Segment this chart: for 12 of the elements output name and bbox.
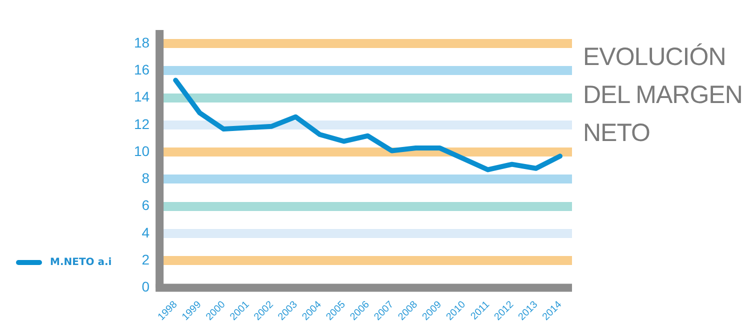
y-tick-label: 4 [142,224,150,240]
text: EVOLUCIÓN DEL MARGEN NETO [583,42,744,149]
y-tick-label: 10 [134,142,150,159]
y-tick-label: 14 [134,88,150,105]
y-tick-label: 8 [142,170,150,186]
y-tick-label: 2 [142,252,150,268]
y-tick-label: 6 [142,197,150,214]
legend-label: M.NETO a.i [50,257,112,268]
y-tick-label: 0 [142,278,150,295]
y-tick-label: 12 [134,116,150,132]
y-tick-label: 18 [134,34,150,50]
y-tick-label: 16 [134,62,150,78]
